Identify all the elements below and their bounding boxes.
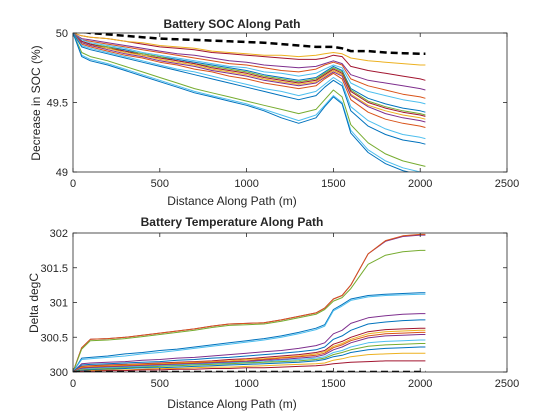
x-tick-label: 2000 [408,378,432,390]
x-tick-label: 1000 [234,178,258,190]
temperature-chart-xlabel: Distance Along Path (m) [167,397,296,411]
soc-chart-ylabel: Decrease in SOC (%) [29,45,43,160]
x-tick-label: 1500 [321,178,345,190]
series-line-3 [73,249,426,372]
series-line-8 [73,327,426,372]
series-line-7 [73,319,426,372]
y-tick-label: 49.5 [47,98,68,110]
series-line-10 [73,331,426,372]
y-tick-label: 301.5 [40,263,68,275]
x-tick-label: 1000 [234,378,258,390]
series-line-15 [73,33,423,172]
series-line-5 [73,33,426,105]
series-line-11 [73,334,426,372]
y-tick-label: 302 [50,228,68,240]
plot-area [73,233,426,372]
series-line-10 [73,33,426,123]
x-tick-label: 2500 [495,378,519,390]
temperature-chart-title: Battery Temperature Along Path [141,215,324,229]
series-line-9 [73,33,426,120]
series-line-11 [73,33,426,128]
soc-chart-xlabel: Distance Along Path (m) [167,194,296,208]
x-tick-label: 0 [70,178,76,190]
series-line-6 [73,313,426,372]
y-tick-label: 300 [50,367,68,379]
series-line-5 [73,293,426,372]
x-tick-label: 2000 [408,178,432,190]
x-tick-label: 500 [151,378,169,390]
series-line-3 [73,33,426,91]
series-line-15 [73,352,426,372]
x-tick-label: 500 [151,178,169,190]
series-line-13 [73,33,426,145]
series-line-8 [73,33,426,117]
series-line-14 [73,346,426,372]
x-tick-label: 2500 [495,178,519,190]
soc-chart-title: Battery SOC Along Path [164,17,301,31]
temperature-chart: Battery Temperature Along Path Distance … [27,215,519,411]
series-line-16 [73,360,426,372]
y-tick-label: 50 [56,28,68,40]
series-line-6 [73,33,426,113]
soc-chart: Battery SOC Along Path Distance Along Pa… [29,17,519,208]
y-tick-label: 301 [50,298,68,310]
series-line-4 [73,33,426,99]
x-tick-label: 0 [70,378,76,390]
series-line-13 [73,343,426,372]
temperature-chart-ylabel: Delta degC [27,273,41,333]
reference-dashed-line [82,33,426,56]
y-tick-label: 300.5 [40,332,68,344]
plot-area [73,33,426,172]
series-line-2 [73,233,426,372]
series-line-14 [73,33,426,167]
series-line-16 [73,33,411,172]
series-line-12 [73,33,426,140]
y-tick-label: 49 [56,167,68,179]
series-line-2 [73,33,426,66]
x-tick-label: 1500 [321,378,345,390]
series-line-12 [73,339,426,372]
series-line-4 [73,292,426,372]
series-line-9 [73,329,426,372]
